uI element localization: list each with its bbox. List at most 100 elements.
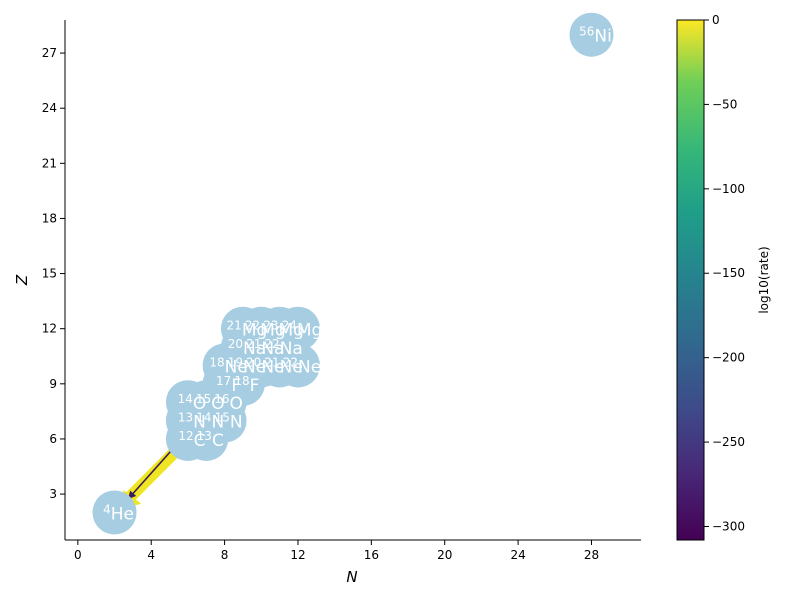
mass-number: 12 [178,429,193,443]
mass-number: 13 [178,411,193,425]
colorbar-label: log10(rate) [757,246,771,313]
y-tick-label: 3 [49,487,57,501]
nucleus-label: 22Mg [245,319,286,341]
nucleus-node [275,306,320,351]
y-tick-label: 15 [42,267,57,281]
element-symbol: N [212,413,225,433]
y-tick-label: 9 [49,377,57,391]
mass-number: 20 [228,337,243,351]
mass-number: 14 [178,392,193,406]
x-tick-label: 24 [510,548,525,562]
mass-number: 22 [245,319,260,333]
mass-number: 15 [215,411,230,425]
colorbar-gradient [676,19,705,541]
element-symbol: Mg [242,321,267,341]
nodes-layer: 4He12C13C13N14N15N14O15O16O17F18F18Ne19N… [92,12,614,535]
nucleus-label: 14N [196,411,224,433]
element-symbol: F [231,376,241,396]
mass-number: 18 [234,374,249,388]
mass-number: 21 [264,355,279,369]
mass-number: 21 [227,319,242,333]
element-symbol: Ni [594,27,611,47]
x-tick-label: 0 [74,548,82,562]
colorbar-tick-label: −250 [712,435,745,449]
nucleus-label: 20Ne [246,355,284,377]
nucleus-label: 23Mg [263,319,304,341]
mass-number: 14 [196,411,211,425]
y-tick-label: 12 [42,322,57,336]
x-tick-label: 12 [290,548,305,562]
nucleus-label: 22Na [264,337,302,359]
element-symbol: Mg [297,321,322,341]
mass-number: 17 [216,374,231,388]
element-symbol: C [194,431,206,451]
element-symbol: O [193,394,206,414]
element-symbol: Na [243,339,266,359]
nucleus-label: 21Na [246,337,284,359]
y-axis-label: Z [13,274,31,286]
mass-number: 15 [196,392,211,406]
element-symbol: N [230,413,243,433]
nucleus-label: 24Mg [282,319,323,341]
mass-number: 13 [197,429,212,443]
y-tick-label: 18 [42,211,57,225]
y-tick-label: 27 [42,46,57,60]
y-tick-label: 6 [49,432,57,446]
element-symbol: N [193,413,206,433]
nucleus-label: 13N [178,411,206,433]
mass-number: 24 [282,319,297,333]
x-axis-label: N [346,568,357,586]
mass-number: 21 [246,337,261,351]
x-tick-label: 4 [147,548,155,562]
element-symbol: Mg [279,321,304,341]
nucleus-label: 13C [197,429,224,451]
element-symbol: C [212,431,224,451]
nucleus-label: 21Ne [264,355,302,377]
x-tick-label: 16 [364,548,379,562]
element-symbol: Na [280,339,303,359]
nucleus-label: 15O [196,392,225,414]
element-symbol: Ne [261,357,284,377]
y-tick-label: 21 [42,156,57,170]
nucleus-node [569,12,614,57]
colorbar: 0 −50 −100 −150 −200 −250 −300 [676,13,745,541]
nucleus-label: 17F [216,374,241,396]
element-symbol: O [230,394,243,414]
mass-number: 23 [263,319,278,333]
mass-number: 4 [103,502,111,516]
nucleus-label: 4He [103,502,134,524]
element-symbol: Ne [243,357,266,377]
mass-number: 18 [209,355,224,369]
nucleus-label: 21Mg [227,319,268,341]
nucleus-label: 19Ne [228,355,266,377]
element-symbol: He [111,504,134,524]
axes-layer: 0 4 8 12 16 20 24 28 3 6 9 12 15 18 21 24 27 [42,20,641,562]
nucleus-label: 16O [214,392,243,414]
mass-number: 56 [579,25,594,39]
mass-number: 22 [264,337,279,351]
colorbar-tick-label: −100 [712,182,745,196]
mass-number: 20 [246,355,261,369]
nucleus-label: 14O [178,392,207,414]
nucleus-label: 56Ni [579,25,612,47]
mass-number: 16 [214,392,229,406]
element-symbol: F [250,376,260,396]
colorbar-tick-label: −150 [712,266,745,280]
mass-number: 19 [228,355,243,369]
element-symbol: Ne [298,357,321,377]
nucleus-node [92,490,137,535]
colorbar-tick-label: 0 [712,13,720,27]
nucleus-label: 18F [234,374,259,396]
y-tick-label: 24 [42,101,57,115]
colorbar-tick-label: −300 [712,519,745,533]
element-symbol: Ne [225,357,248,377]
nucleus-label: 22Ne [283,355,321,377]
nucleus-label: 15N [215,411,243,433]
element-symbol: Ne [280,357,303,377]
x-tick-label: 28 [584,548,599,562]
colorbar-tick-label: −200 [712,351,745,365]
element-symbol: Mg [260,321,285,341]
colorbar-tick-label: −50 [712,97,737,111]
